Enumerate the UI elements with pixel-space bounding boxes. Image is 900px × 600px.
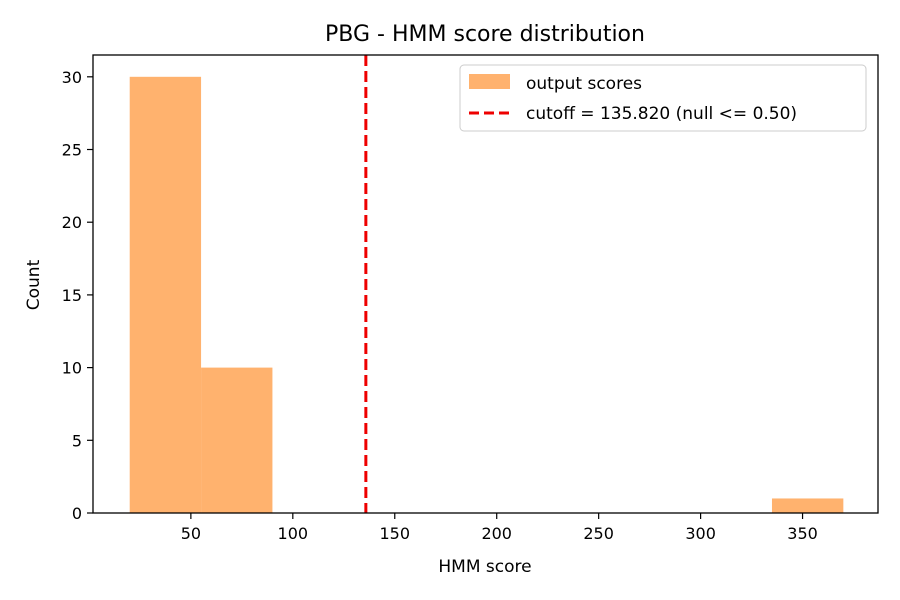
y-tick-label-30: 30: [62, 68, 82, 87]
y-tick-label-0: 0: [72, 504, 82, 523]
legend-label-output-scores: output scores: [526, 74, 642, 94]
x-tick-label-50: 50: [181, 524, 201, 543]
legend-box: [459, 64, 867, 132]
x-axis-label: HMM score: [438, 557, 531, 577]
y-axis-label: Count: [24, 259, 44, 310]
chart-title: PBG - HMM score distribution: [325, 22, 645, 47]
y-tick-label-5: 5: [72, 431, 82, 450]
histogram-bar-2: [201, 367, 273, 513]
x-tick-label-350: 350: [787, 524, 818, 543]
x-tick-label-300: 300: [685, 524, 716, 543]
histogram-bar-1: [129, 76, 202, 514]
histogram-bar-3: [771, 498, 844, 513]
x-tick-label-200: 200: [481, 524, 512, 543]
x-tick-label-250: 250: [583, 524, 614, 543]
legend-label-cutoff: cutoff = 135.820 (null <= 0.50): [526, 104, 797, 124]
legend-swatch-output-scores: [469, 74, 510, 89]
bars-group: [129, 76, 844, 514]
plot-area-frame: [92, 54, 879, 514]
x-tick-label-100: 100: [278, 524, 309, 543]
legend: output scores cutoff = 135.820 (null <= …: [459, 64, 867, 132]
y-tick-label-20: 20: [62, 213, 82, 232]
y-tick-label-15: 15: [62, 286, 82, 305]
y-tick-label-25: 25: [62, 141, 82, 160]
x-axis-ticks: 50 100 150 200 250 300 350: [181, 513, 818, 543]
y-axis-ticks: 0 5 10 15 20 25 30: [62, 68, 93, 523]
y-tick-label-10: 10: [62, 359, 82, 378]
x-tick-label-150: 150: [379, 524, 410, 543]
